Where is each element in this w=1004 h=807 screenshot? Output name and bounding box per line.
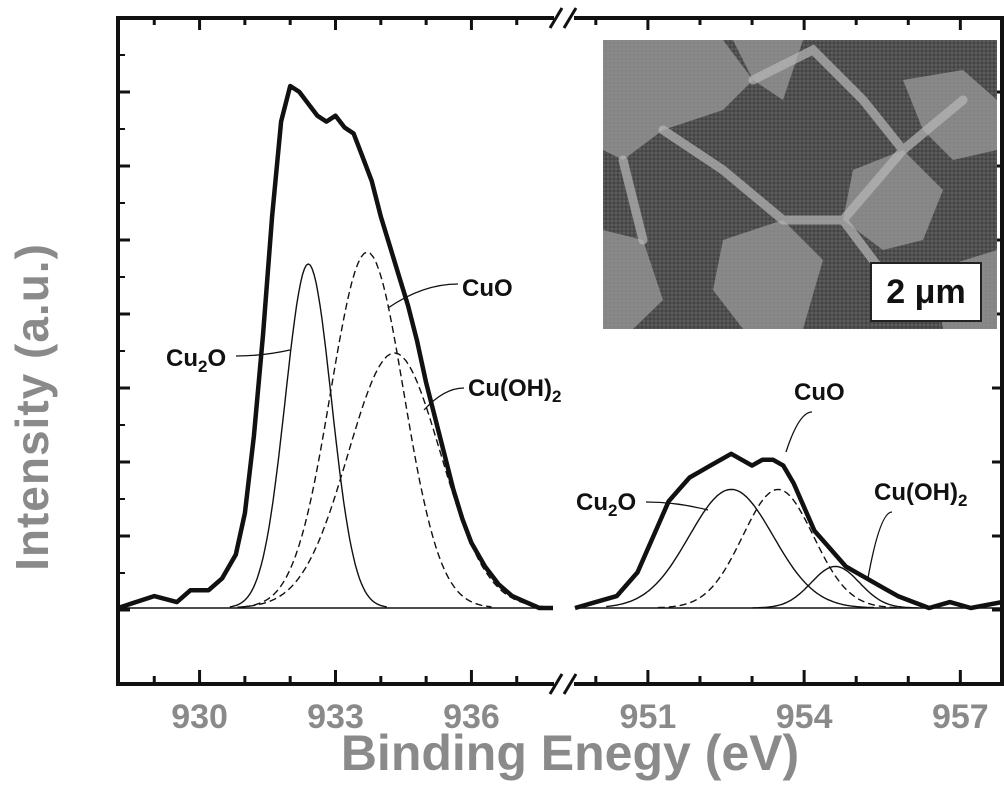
axis-break-mark	[548, 673, 564, 695]
x-tick-label: 933	[307, 698, 364, 736]
y-axis-label: Intensity (a.u.)	[6, 243, 58, 571]
peak-label: Cu(OH)2	[874, 479, 967, 510]
annotation-leader	[387, 283, 459, 309]
x-tick-label: 936	[443, 698, 500, 736]
series-fit-cuoh2-1	[752, 565, 919, 609]
peak-label: Cu2O	[166, 345, 226, 376]
peak-label: CuO	[794, 379, 845, 406]
series-fit-cu2o-0	[229, 263, 387, 608]
axis-break-mark	[562, 673, 578, 695]
series-measured-1	[574, 451, 1003, 611]
annotation-leader	[235, 349, 291, 357]
peak-label: CuO	[462, 275, 513, 302]
annotation-leader	[867, 511, 893, 579]
annotation-leader	[645, 501, 709, 511]
x-tick-label: 957	[932, 698, 989, 736]
axis-break-mark	[562, 7, 578, 29]
peak-label: Cu(OH)2	[468, 375, 561, 406]
peak-label: Cu2O	[576, 489, 636, 520]
x-tick-label: 954	[776, 698, 833, 736]
series-fit-cuoh2-0	[237, 352, 544, 608]
series-fit-cuo-1	[657, 488, 899, 609]
series-fit-cu2o-1	[606, 488, 875, 609]
scale-bar-label: 2 μm	[870, 262, 982, 322]
x-tick-label: 930	[171, 698, 228, 736]
annotation-leader	[785, 411, 813, 453]
axis-break-mark	[548, 7, 564, 29]
sem-inset-image	[603, 40, 997, 329]
series-fit-cuo-0	[242, 251, 492, 608]
x-tick-label: 951	[620, 698, 677, 736]
x-axis-label: Binding Enegy (eV)	[340, 725, 800, 781]
annotation-leader	[423, 387, 465, 411]
sem-micrograph	[603, 40, 997, 329]
series-measured-0	[117, 83, 553, 611]
